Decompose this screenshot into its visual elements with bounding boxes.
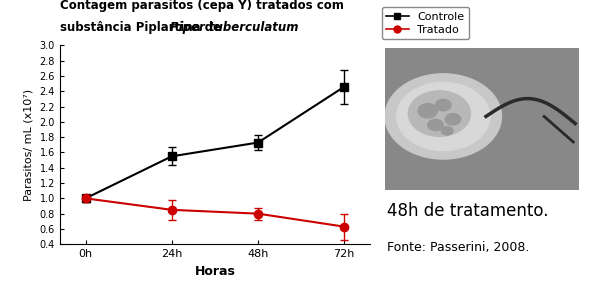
Text: Piper tuberculatum: Piper tuberculatum [170, 20, 298, 34]
Text: 48h de tratamento.: 48h de tratamento. [387, 202, 549, 220]
Circle shape [408, 91, 470, 136]
Circle shape [385, 74, 501, 159]
Circle shape [436, 99, 451, 111]
Circle shape [427, 119, 443, 131]
Circle shape [441, 126, 453, 135]
Y-axis label: Parasitos/ mL (x10⁷): Parasitos/ mL (x10⁷) [24, 89, 34, 201]
Circle shape [418, 104, 438, 118]
Circle shape [445, 114, 461, 125]
Text: substância Piplartina de: substância Piplartina de [60, 20, 225, 34]
Text: Fonte: Passerini, 2008.: Fonte: Passerini, 2008. [387, 241, 529, 254]
X-axis label: Horas: Horas [195, 265, 235, 278]
Legend: Controle, Tratado: Controle, Tratado [382, 7, 469, 39]
Circle shape [396, 82, 490, 151]
Text: Contagem parasitos (cepa Y) tratados com: Contagem parasitos (cepa Y) tratados com [60, 0, 344, 12]
